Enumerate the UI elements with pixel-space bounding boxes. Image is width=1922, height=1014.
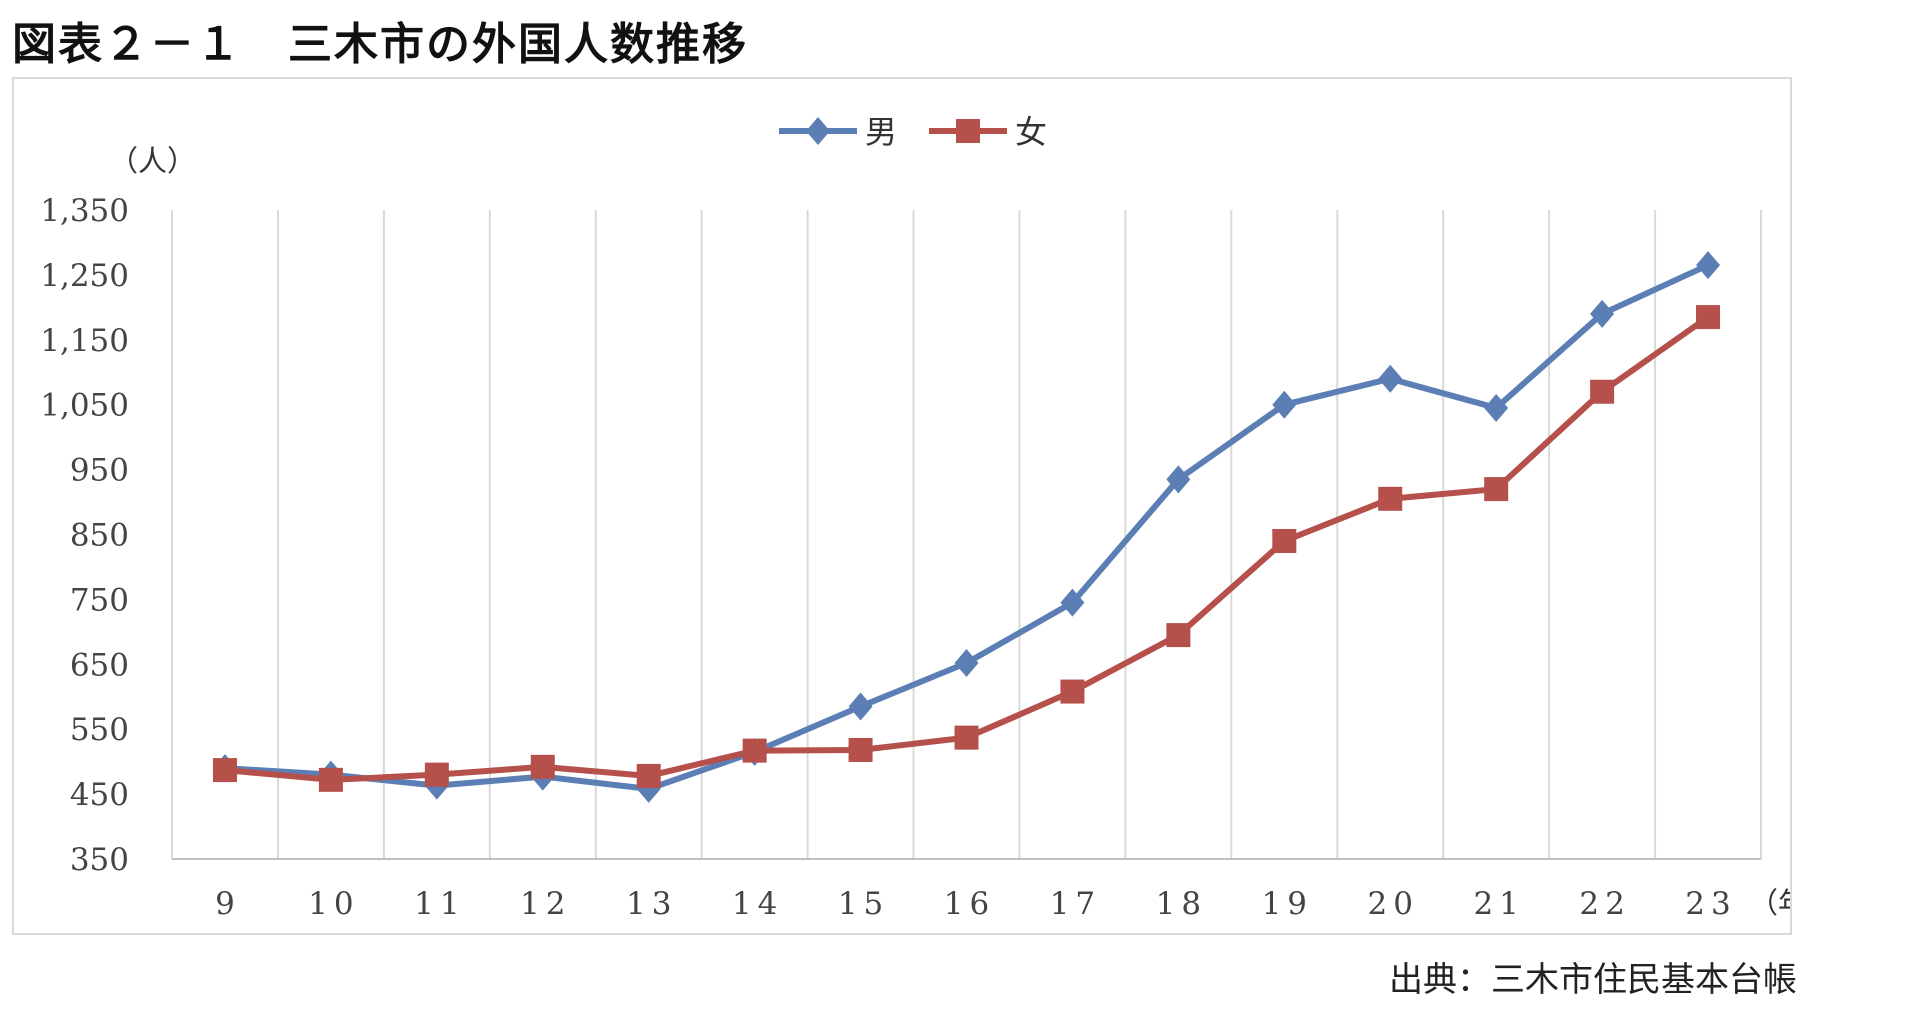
data-point-diamond: [1378, 364, 1403, 393]
x-tick-label: 15: [838, 886, 889, 922]
x-tick-label: 21: [1473, 886, 1524, 922]
x-tick-label: 16: [944, 886, 995, 922]
x-tick-label: 17: [1050, 886, 1101, 922]
data-point-square: [1590, 379, 1615, 404]
legend-label: 女: [1015, 113, 1047, 151]
data-point-square: [1166, 623, 1191, 648]
x-tick-label: 12: [520, 886, 571, 922]
data-point-square: [956, 119, 980, 143]
y-tick-label: 950: [70, 453, 129, 489]
data-point-diamond: [1272, 390, 1297, 419]
y-unit-label: （人）: [109, 144, 196, 178]
x-tick-label: 20: [1368, 886, 1419, 922]
x-tick-label: 23: [1685, 886, 1736, 922]
data-point-square: [848, 737, 873, 762]
x-unit-label: （年（西暦））: [1749, 886, 1790, 920]
series-line: [221, 262, 1712, 792]
legend-item-女: 女: [929, 113, 1047, 151]
data-point-square: [530, 754, 555, 779]
series-男: [212, 251, 1721, 803]
series-line: [221, 314, 1712, 783]
source-note: 出典：三木市住民基本台帳: [1389, 960, 1797, 1000]
x-tick-label: 11: [414, 886, 465, 922]
data-point-square: [318, 767, 343, 792]
y-tick-label: 350: [70, 842, 129, 878]
x-tick-label: 10: [308, 886, 359, 922]
y-tick-label: 550: [70, 712, 129, 748]
data-point-diamond: [848, 692, 873, 721]
data-point-square: [1484, 477, 1509, 502]
tick-labels: 1,350 1,250 1,150 1,050 950 850 750 650 550 450 35…: [40, 144, 1790, 922]
line-chart: 1,350 1,250 1,150 1,050 950 850 750 650 550 450 35…: [40, 113, 1790, 922]
data-point-square: [1378, 486, 1403, 511]
series: [212, 251, 1721, 803]
series-女: [212, 305, 1721, 792]
grid-lines: [171, 210, 1762, 859]
data-point-diamond: [954, 649, 979, 678]
x-tick-label: 13: [626, 886, 677, 922]
data-point-square: [636, 763, 661, 788]
y-tick-label: 1,150: [40, 323, 129, 359]
y-tick-label: 1,050: [40, 388, 129, 424]
y-tick-label: 850: [70, 518, 129, 554]
data-point-diamond: [806, 117, 830, 145]
data-point-square: [1272, 528, 1297, 553]
data-point-diamond: [1484, 393, 1509, 422]
y-tick-label: 450: [70, 777, 129, 813]
data-point-square: [742, 738, 767, 763]
page-title: 図表２－１ 三木市の外国人数推移: [12, 19, 748, 70]
data-point-diamond: [1166, 465, 1191, 494]
y-tick-label: 650: [70, 647, 129, 683]
chart-frame: 1,350 1,250 1,150 1,050 950 850 750 650 550 450 35…: [12, 77, 1792, 935]
y-tick-label: 1,250: [40, 258, 129, 294]
legend-label: 男: [865, 113, 897, 151]
y-tick-label: 750: [70, 582, 129, 618]
x-tick-label: 14: [732, 886, 783, 922]
legend-item-男: 男: [779, 113, 897, 151]
x-tick-label: 9: [215, 886, 241, 922]
data-point-diamond: [1060, 588, 1085, 617]
data-point-square: [954, 725, 979, 750]
data-point-square: [1696, 305, 1721, 330]
data-point-square: [212, 758, 237, 783]
data-point-diamond: [1590, 299, 1615, 328]
data-point-diamond: [1696, 251, 1721, 280]
data-point-square: [1060, 679, 1085, 704]
y-tick-label: 1,350: [40, 193, 129, 229]
x-tick-label: 22: [1579, 886, 1630, 922]
data-point-square: [424, 762, 449, 787]
legend: 男女: [779, 113, 1047, 151]
x-tick-label: 18: [1156, 886, 1207, 922]
x-tick-label: 19: [1262, 886, 1313, 922]
